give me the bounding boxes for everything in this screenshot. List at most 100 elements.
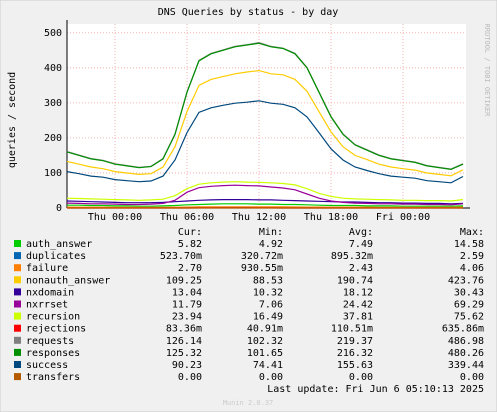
- legend-stat: 18.12: [343, 287, 373, 298]
- legend-stat: 90.23: [172, 360, 202, 371]
- legend-stat: 30.43: [454, 287, 484, 298]
- legend-header: Avg:: [349, 227, 373, 238]
- legend-swatch: [14, 373, 21, 381]
- x-tick-label: Thu 12:00: [232, 212, 286, 223]
- legend-stat: 486.98: [448, 336, 484, 347]
- legend-swatch: [14, 300, 21, 308]
- legend-stat: 88.53: [253, 275, 283, 286]
- legend-stat: 480.26: [448, 348, 484, 359]
- legend-swatch: [14, 264, 21, 272]
- legend-stat: 13.04: [172, 287, 202, 298]
- legend-header: Min:: [259, 227, 283, 238]
- legend-stat: 7.49: [349, 239, 373, 250]
- y-tick-label: 400: [44, 63, 62, 74]
- legend-stat: 14.58: [454, 239, 484, 250]
- legend-stat: 320.72m: [241, 251, 283, 262]
- legend-stat: 75.62: [454, 312, 484, 323]
- series-line: [66, 100, 464, 184]
- legend-stat: 2.43: [349, 263, 373, 274]
- x-tick-label: Thu 00:00: [88, 212, 142, 223]
- legend-stat: 40.91m: [247, 324, 283, 335]
- legend-swatch: [14, 324, 21, 332]
- legend-stat: 11.79: [172, 300, 202, 311]
- legend-swatch: [14, 288, 21, 296]
- legend-stat: 635.86m: [442, 324, 484, 335]
- series-line: [66, 206, 464, 208]
- legend-label: nxdomain: [26, 287, 74, 298]
- legend-label: auth_answer: [26, 239, 92, 250]
- legend-stat: 23.94: [172, 312, 202, 323]
- legend-label: responses: [26, 348, 80, 359]
- legend-stat: 110.51m: [331, 324, 373, 335]
- x-tick-label: Fri 00:00: [376, 212, 430, 223]
- legend-label: nonauth_answer: [26, 275, 110, 286]
- y-tick-label: 200: [44, 133, 62, 144]
- legend-stat: 102.32: [247, 336, 283, 347]
- legend-stat: 4.06: [460, 263, 484, 274]
- legend-swatch: [14, 312, 21, 320]
- legend-stat: 4.92: [259, 239, 283, 250]
- y-tick-label: 500: [44, 28, 62, 39]
- series-line: [66, 69, 464, 177]
- series-line: [67, 203, 464, 207]
- legend-stat: 0.00: [259, 372, 283, 383]
- series-line: [66, 184, 464, 206]
- legend-stat: 219.37: [337, 336, 373, 347]
- legend-swatch: [14, 336, 21, 344]
- legend-label: transfers: [26, 372, 80, 383]
- legend-swatch: [14, 276, 21, 284]
- legend-stat: 155.63: [337, 360, 373, 371]
- y-axis-label: queries / second: [7, 72, 18, 168]
- last-update: Last update: Fri Jun 6 05:10:13 2025: [267, 384, 484, 395]
- legend-stat: 190.74: [337, 275, 373, 286]
- legend-stat: 0.00: [460, 372, 484, 383]
- legend-stat: 69.29: [454, 300, 484, 311]
- legend-label: duplicates: [26, 251, 86, 262]
- legend-label: requests: [26, 336, 74, 347]
- legend-stat: 126.14: [166, 336, 202, 347]
- x-tick-label: Thu 18:00: [304, 212, 358, 223]
- legend-stat: 10.32: [253, 287, 283, 298]
- legend-label: recursion: [26, 312, 80, 323]
- legend-label: failure: [26, 263, 68, 274]
- legend-stat: 339.44: [448, 360, 484, 371]
- legend-header: Cur:: [178, 227, 202, 238]
- y-tick-label: 300: [44, 98, 62, 109]
- legend-stat: 7.06: [259, 300, 283, 311]
- legend-stat: 125.32: [166, 348, 202, 359]
- legend-stat: 2.59: [460, 251, 484, 262]
- chart-title: DNS Queries by status - by day: [158, 7, 339, 18]
- legend-stat: 216.32: [337, 348, 373, 359]
- legend-stat: 83.36m: [166, 324, 202, 335]
- legend-label: rejections: [26, 324, 86, 335]
- legend-swatch: [14, 252, 21, 260]
- legend-swatch: [14, 361, 21, 368]
- legend-label: nxrrset: [26, 300, 68, 311]
- series-line: [66, 42, 464, 171]
- legend-stat: 523.70m: [160, 251, 202, 262]
- legend-swatch: [14, 348, 21, 356]
- side-text: RRDTOOL / TOBI OETIKER: [483, 24, 491, 118]
- legend-stat: 930.55m: [241, 263, 283, 274]
- legend-stat: 109.25: [166, 275, 202, 286]
- legend-stat: 895.32m: [331, 251, 373, 262]
- series-line: [66, 181, 464, 202]
- legend-stat: 5.82: [178, 239, 202, 250]
- series-line: [66, 199, 464, 205]
- legend-stat: 37.81: [343, 312, 373, 323]
- legend-swatch: [14, 240, 21, 247]
- legend-label: success: [26, 360, 68, 371]
- legend-stat: 0.00: [349, 372, 373, 383]
- y-tick-label: 0: [56, 203, 62, 214]
- footer: Munin 2.0.37: [223, 399, 274, 407]
- legend-stat: 16.49: [253, 312, 283, 323]
- legend-stat: 0.00: [178, 372, 202, 383]
- legend-stat: 74.41: [253, 360, 283, 371]
- y-tick-label: 100: [44, 168, 62, 179]
- legend-stat: 101.65: [247, 348, 283, 359]
- legend-header: Max:: [460, 227, 484, 238]
- legend-stat: 2.70: [178, 263, 202, 274]
- legend-stat: 24.42: [343, 300, 373, 311]
- x-tick-label: Thu 06:00: [160, 212, 214, 223]
